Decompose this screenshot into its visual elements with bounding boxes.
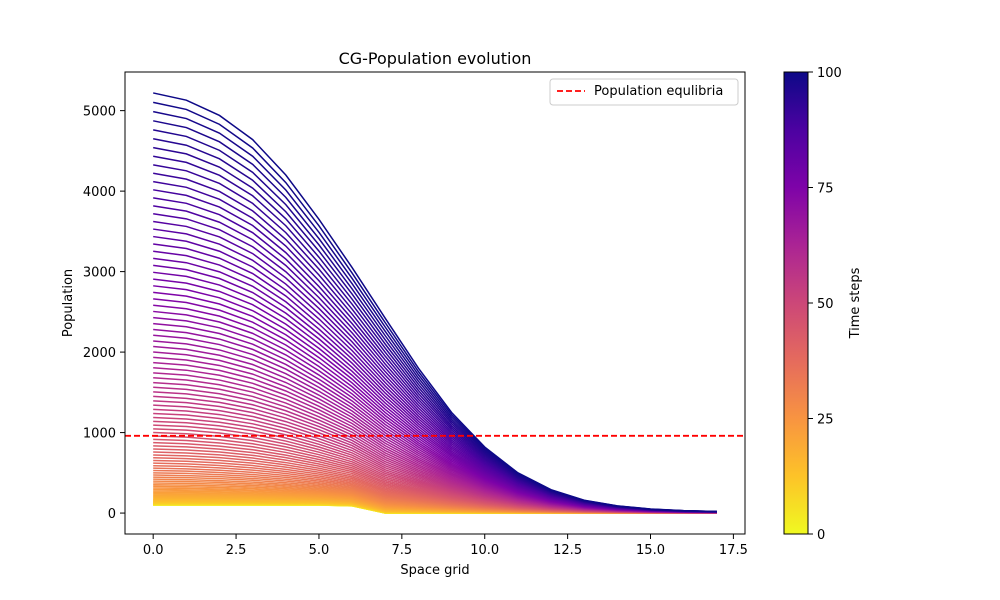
legend: Population equlibria bbox=[549, 78, 739, 106]
chart-title: CG-Population evolution bbox=[339, 49, 532, 68]
colorbar-tick-label: 0 bbox=[817, 528, 825, 543]
x-axis-label: Space grid bbox=[400, 563, 469, 578]
colorbar-tick-label: 50 bbox=[817, 297, 834, 312]
plot-area-frame bbox=[124, 71, 746, 535]
colorbar-label: Time steps bbox=[848, 267, 863, 339]
x-tick-label: 0.0 bbox=[143, 543, 164, 558]
x-tick-label: 5.0 bbox=[309, 543, 330, 558]
legend-box bbox=[549, 78, 739, 106]
y-axis-label: Population bbox=[61, 269, 76, 337]
x-tick-label: 7.5 bbox=[392, 543, 413, 558]
legend-label: Population equlibria bbox=[594, 84, 723, 99]
x-tick-label: 10.0 bbox=[470, 543, 499, 558]
y-tick-label: 0 bbox=[108, 507, 116, 522]
colorbar-tick-label: 100 bbox=[817, 66, 842, 81]
y-axis-ticks: 0 1000 2000 3000 4000 5000 bbox=[83, 105, 125, 522]
x-tick-label: 2.5 bbox=[226, 543, 247, 558]
y-tick-label: 4000 bbox=[83, 185, 116, 200]
y-tick-label: 2000 bbox=[83, 346, 116, 361]
colorbar-tick-label: 25 bbox=[817, 413, 834, 428]
x-axis-ticks: 0.0 2.5 5.0 7.5 10.0 12.5 15.0 17.5 bbox=[143, 534, 748, 558]
y-tick-label: 1000 bbox=[83, 427, 116, 442]
x-tick-label: 15.0 bbox=[636, 543, 665, 558]
y-tick-label: 3000 bbox=[83, 266, 116, 281]
y-tick-label: 5000 bbox=[83, 105, 116, 120]
x-tick-label: 12.5 bbox=[553, 543, 582, 558]
colorbar: 0 25 50 75 100 Time steps bbox=[783, 66, 863, 543]
colorbar-gradient bbox=[783, 71, 809, 535]
x-tick-label: 17.5 bbox=[719, 543, 748, 558]
population-curve-step-100 bbox=[153, 92, 717, 513]
colorbar-tick-label: 75 bbox=[817, 182, 834, 197]
colorbar-ticks: 0 25 50 75 100 bbox=[808, 66, 842, 543]
population-curves bbox=[153, 92, 717, 514]
